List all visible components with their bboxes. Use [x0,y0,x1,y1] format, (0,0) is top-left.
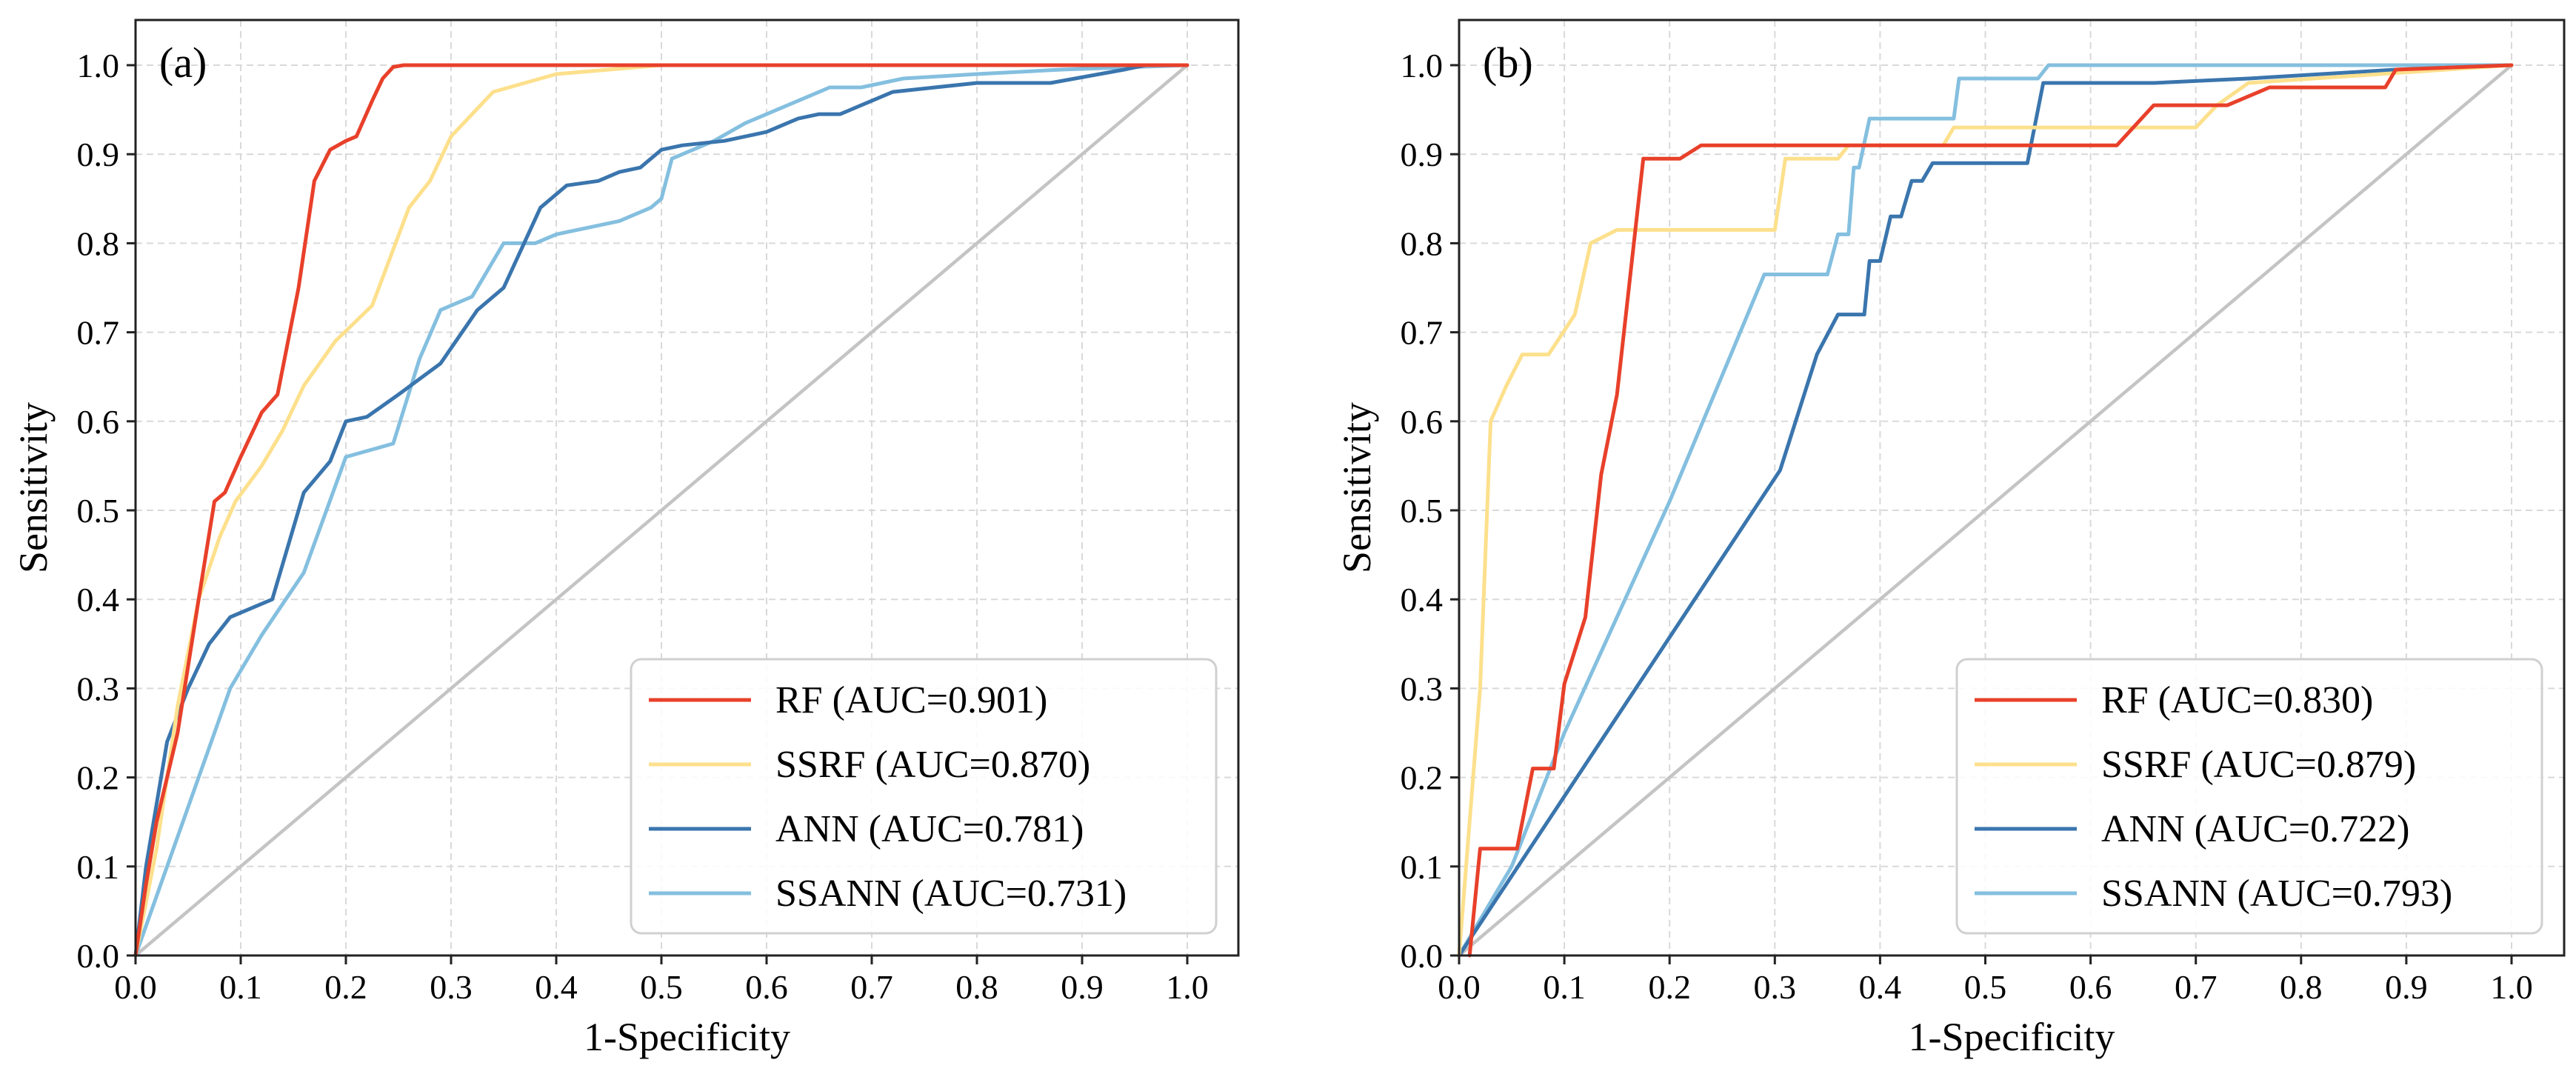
panel-label: (a) [159,39,207,87]
reference-diagonal-line [1458,64,2513,957]
legend-entry: ANN (AUC=0.722) [2101,808,2409,850]
y-tick-label: 0.2 [77,759,120,797]
y-tick-label: 0.8 [1401,224,1444,262]
y-tick-label: 0.5 [1401,492,1444,530]
y-tick-label: 0.5 [77,492,120,530]
grid [1458,20,2564,956]
reference-diagonal-line [134,64,1189,957]
y-tick-label: 0.1 [77,848,120,886]
axes-frame [134,19,1240,957]
x-tick-label: 0.9 [2385,968,2428,1006]
x-tick-label: 0.4 [1859,968,1902,1006]
y-tick-label: 1.0 [77,47,120,84]
y-tick-label: 0.4 [77,581,120,618]
x-tick-label: 0.6 [2069,968,2112,1006]
x-tick-label: 0.3 [430,968,473,1006]
y-axis-label: Sensitivity [11,402,56,573]
x-tick-label: 0.3 [1754,968,1797,1006]
series-line-rf [133,63,1189,958]
x-tick-label: 0.2 [324,968,367,1006]
legend-entry: RF (AUC=0.901) [775,679,1047,721]
y-tick-label: 0.2 [1401,759,1444,797]
axes-frame [1458,19,2566,957]
legend-entry: SSANN (AUC=0.793) [2101,873,2452,915]
legend-box [630,658,1218,935]
series-line-ssrf [1457,63,2514,958]
x-tick-label: 0.8 [955,968,998,1006]
panel-a: 0.0 0.1 0.2 0.3 0.4 0.5 0.6 0.7 0.8 0.9 1.0 0.0 0.1 0… [11,19,1240,1059]
y-tick-label: 0.3 [1401,670,1444,707]
y-tick-label: 0.9 [1401,136,1444,173]
y-tick-label: 0.1 [1401,848,1444,886]
x-tick-label: 0.7 [2175,968,2218,1006]
legend: RF (AUC=0.830) SSRF (AUC=0.879) ANN (AUC=0… [1955,658,2543,935]
series-line-ssann [1457,63,2514,958]
y-tick-label: 0.8 [77,224,120,262]
ticks: 0.0 0.1 0.2 0.3 0.4 0.5 0.6 0.7 0.8 0.9 1.0 0.0 0.1 0… [77,47,1209,1006]
x-axis-label: 1-Specificity [1909,1015,2115,1059]
x-tick-label: 0.7 [850,968,893,1006]
x-tick-label: 0.5 [640,968,683,1006]
y-axis-label: Sensitivity [1335,402,1379,573]
x-tick-label: 0.4 [535,968,578,1006]
panel-label: (b) [1483,39,1533,87]
x-axis-label: 1-Specificity [584,1015,790,1059]
x-tick-label: 0.0 [114,968,157,1006]
y-tick-label: 1.0 [1401,47,1444,84]
y-tick-label: 0.6 [77,403,120,441]
x-tick-label: 0.0 [1438,968,1481,1006]
ticks: 0.0 0.1 0.2 0.3 0.4 0.5 0.6 0.7 0.8 0.9 1.0 0.0 0.1 0… [1401,47,2533,1006]
series-line-ann [1457,63,2514,958]
x-tick-label: 0.1 [1543,968,1586,1006]
series-line-rf [1467,63,2514,958]
y-tick-label: 0.7 [1401,314,1444,352]
x-tick-label: 0.2 [1648,968,1691,1006]
legend-entry: SSRF (AUC=0.870) [775,744,1090,786]
y-tick-label: 0.0 [77,937,120,975]
panel-b: 0.0 0.1 0.2 0.3 0.4 0.5 0.6 0.7 0.8 0.9 1.0 0.0 0.1 0… [1335,19,2566,1059]
legend-box [1955,658,2543,935]
x-tick-label: 1.0 [1166,968,1209,1006]
series-group [1457,63,2514,958]
y-tick-label: 0.3 [77,670,120,707]
y-tick-label: 0.4 [1401,581,1444,618]
series-group [133,63,1189,958]
y-tick-label: 0.9 [77,136,120,173]
legend-entry: RF (AUC=0.830) [2101,679,2373,721]
y-tick-label: 0.0 [1401,937,1444,975]
x-tick-label: 0.6 [745,968,788,1006]
series-line-ssann [133,63,1189,958]
legend: RF (AUC=0.901) SSRF (AUC=0.870) ANN (AUC=0… [630,658,1218,935]
y-tick-label: 0.6 [1401,403,1444,441]
y-tick-label: 0.7 [77,314,120,352]
x-tick-label: 0.9 [1061,968,1104,1006]
legend-entry: SSRF (AUC=0.879) [2101,744,2416,786]
legend-entry: ANN (AUC=0.781) [775,808,1084,850]
x-tick-label: 1.0 [2490,968,2533,1006]
x-tick-label: 0.5 [1964,968,2007,1006]
series-line-ann [133,63,1189,958]
x-tick-label: 0.8 [2280,968,2323,1006]
x-tick-label: 0.1 [219,968,262,1006]
legend-entry: SSANN (AUC=0.731) [775,873,1127,915]
